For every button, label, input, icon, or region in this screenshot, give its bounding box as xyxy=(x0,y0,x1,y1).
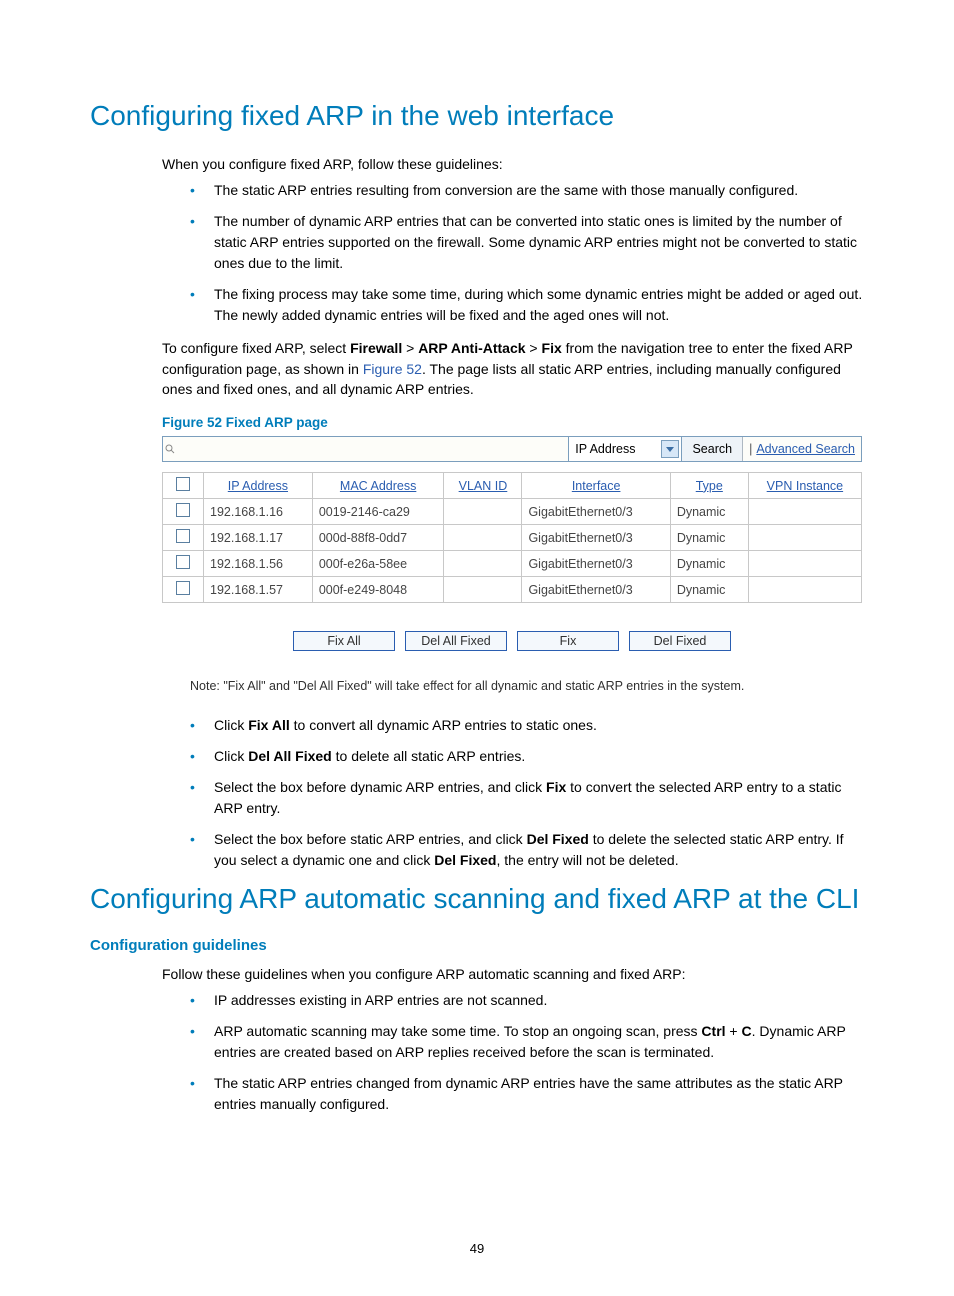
bullet-item: ARP automatic scanning may take some tim… xyxy=(190,1021,864,1063)
figure-link[interactable]: Figure 52 xyxy=(363,361,422,377)
bullet-item: IP addresses existing in ARP entries are… xyxy=(190,990,864,1011)
table-cell: GigabitEthernet0/3 xyxy=(522,577,670,603)
bullet-item: Click Fix All to convert all dynamic ARP… xyxy=(190,715,864,736)
col-ip[interactable]: IP Address xyxy=(204,473,313,499)
search-input[interactable] xyxy=(177,437,568,461)
row-checkbox-cell[interactable] xyxy=(163,499,204,525)
table-cell: 000f-e249-8048 xyxy=(312,577,444,603)
col-type[interactable]: Type xyxy=(670,473,748,499)
table-cell: Dynamic xyxy=(670,499,748,525)
heading-1: Configuring fixed ARP in the web interfa… xyxy=(90,100,864,132)
select-all-header[interactable] xyxy=(163,473,204,499)
table-cell: 192.168.1.17 xyxy=(204,525,313,551)
arp-table: IP Address MAC Address VLAN ID Interface… xyxy=(162,472,862,603)
chevron-down-icon xyxy=(661,440,679,458)
table-cell: 0019-2146-ca29 xyxy=(312,499,444,525)
del-all-fixed-button[interactable]: Del All Fixed xyxy=(405,631,507,651)
table-row: 192.168.1.17000d-88f8-0dd7 GigabitEtherne… xyxy=(163,525,862,551)
guidelines-list-1: The static ARP entries resulting from co… xyxy=(190,180,864,326)
bullet-item: Click Del All Fixed to delete all static… xyxy=(190,746,864,767)
table-cell xyxy=(444,551,522,577)
search-button[interactable]: Search xyxy=(681,437,742,461)
checkbox-icon xyxy=(176,555,190,569)
table-cell xyxy=(444,577,522,603)
search-bar: IP Address Search |Advanced Search xyxy=(162,436,862,462)
table-row: 192.168.1.56000f-e26a-58ee GigabitEtherne… xyxy=(163,551,862,577)
row-checkbox-cell[interactable] xyxy=(163,577,204,603)
search-field-dropdown[interactable]: IP Address xyxy=(568,437,681,461)
table-cell: Dynamic xyxy=(670,577,748,603)
table-cell: GigabitEthernet0/3 xyxy=(522,525,670,551)
table-row: 192.168.1.57000f-e249-8048 GigabitEtherne… xyxy=(163,577,862,603)
checkbox-icon xyxy=(176,477,190,491)
dropdown-label: IP Address xyxy=(575,442,635,456)
table-cell xyxy=(748,551,861,577)
bullet-item: Select the box before dynamic ARP entrie… xyxy=(190,777,864,819)
bullet-item: The static ARP entries changed from dyna… xyxy=(190,1073,864,1115)
bullet-item: The fixing process may take some time, d… xyxy=(190,284,864,326)
col-vpn[interactable]: VPN Instance xyxy=(748,473,861,499)
sub-heading: Configuration guidelines xyxy=(90,937,864,954)
checkbox-icon xyxy=(176,529,190,543)
table-cell xyxy=(748,499,861,525)
table-cell: 000d-88f8-0dd7 xyxy=(312,525,444,551)
document-page: Configuring fixed ARP in the web interfa… xyxy=(0,0,954,1296)
col-mac[interactable]: MAC Address xyxy=(312,473,444,499)
table-cell xyxy=(748,577,861,603)
row-checkbox-cell[interactable] xyxy=(163,551,204,577)
advanced-search-link[interactable]: |Advanced Search xyxy=(742,437,861,461)
table-cell xyxy=(444,499,522,525)
follow-text: Follow these guidelines when you configu… xyxy=(162,964,864,984)
note-text: Note: "Fix All" and "Del All Fixed" will… xyxy=(190,679,864,693)
figure-caption: Figure 52 Fixed ARP page xyxy=(162,415,864,430)
table-cell: Dynamic xyxy=(670,525,748,551)
table-cell: Dynamic xyxy=(670,551,748,577)
table-cell xyxy=(444,525,522,551)
configure-text: To configure fixed ARP, select Firewall … xyxy=(162,338,864,399)
del-fixed-button[interactable]: Del Fixed xyxy=(629,631,731,651)
table-cell: GigabitEthernet0/3 xyxy=(522,551,670,577)
checkbox-icon xyxy=(176,581,190,595)
table-row: 192.168.1.160019-2146-ca29 GigabitEtherne… xyxy=(163,499,862,525)
arp-ui: IP Address Search |Advanced Search IP Ad… xyxy=(162,436,862,603)
col-vlan[interactable]: VLAN ID xyxy=(444,473,522,499)
bullet-item: Select the box before static ARP entries… xyxy=(190,829,864,871)
table-cell: 000f-e26a-58ee xyxy=(312,551,444,577)
table-cell: 192.168.1.16 xyxy=(204,499,313,525)
bullet-item: The static ARP entries resulting from co… xyxy=(190,180,864,201)
search-icon xyxy=(163,437,177,461)
table-cell: 192.168.1.56 xyxy=(204,551,313,577)
col-interface[interactable]: Interface xyxy=(522,473,670,499)
checkbox-icon xyxy=(176,503,190,517)
heading-2: Configuring ARP automatic scanning and f… xyxy=(90,883,864,915)
table-cell xyxy=(748,525,861,551)
page-number: 49 xyxy=(0,1241,954,1256)
fix-button[interactable]: Fix xyxy=(517,631,619,651)
guidelines-list-2: IP addresses existing in ARP entries are… xyxy=(190,990,864,1115)
bullet-item: The number of dynamic ARP entries that c… xyxy=(190,211,864,274)
button-row: Fix All Del All Fixed Fix Del Fixed xyxy=(162,631,862,651)
table-cell: 192.168.1.57 xyxy=(204,577,313,603)
actions-list: Click Fix All to convert all dynamic ARP… xyxy=(190,715,864,871)
intro-text: When you configure fixed ARP, follow the… xyxy=(162,154,864,174)
table-cell: GigabitEthernet0/3 xyxy=(522,499,670,525)
row-checkbox-cell[interactable] xyxy=(163,525,204,551)
fix-all-button[interactable]: Fix All xyxy=(293,631,395,651)
